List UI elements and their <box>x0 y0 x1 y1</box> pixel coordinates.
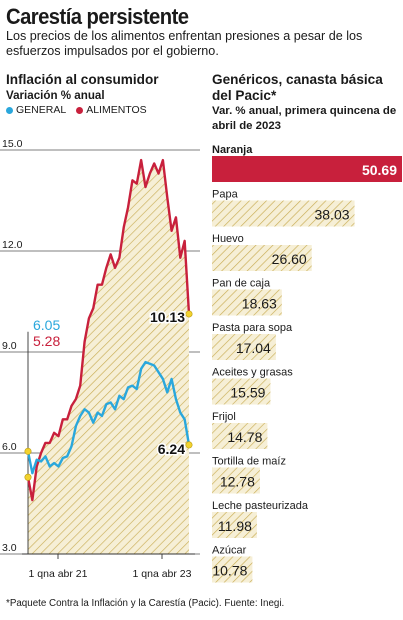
bar <box>212 289 282 316</box>
alimentos-area <box>28 160 189 554</box>
bar-value-label: 38.03 <box>314 207 349 223</box>
bar <box>212 467 260 494</box>
bar-category-label: Huevo <box>212 233 244 245</box>
bar <box>212 156 402 182</box>
legend-item-general: GENERAL <box>6 104 66 116</box>
bar <box>212 378 271 405</box>
general-series-line <box>26 360 191 475</box>
x-tick-label: 1 qna abr 21 <box>29 568 88 580</box>
basket-chart-title: Genéricos, canasta básica del Pacic* <box>212 72 383 103</box>
alimentos-start-label: 5.28 <box>33 333 60 349</box>
alimentos-end-label: 10.13 <box>150 309 185 325</box>
y-tick-label: 9.0 <box>2 340 17 352</box>
bar-category-label: Azúcar <box>212 545 247 557</box>
legend-general-swatch-icon <box>6 106 13 114</box>
bar-category-label: Naranja <box>212 144 253 156</box>
inflation-line-chart: 15.0 12.0 9.0 6.0 3.0 6.055.28 10.13 6.24 1 qna … <box>0 138 200 580</box>
bar-value-label: 15.59 <box>230 385 265 401</box>
bar-category-label: Frijol <box>212 411 236 423</box>
bar-value-label: 18.63 <box>242 296 277 312</box>
inflation-chart-subtitle: Variación % anual <box>6 89 105 102</box>
inflation-chart-title: Inflación al consumidor <box>6 72 159 87</box>
bar-value-label: 50.69 <box>362 162 397 178</box>
bar-category-label: Tortilla de maíz <box>212 456 286 468</box>
series-end-marker <box>185 310 193 318</box>
alimentos-series-line <box>26 158 191 502</box>
legend-item-alimentos: ALIMENTOS <box>76 104 147 116</box>
bar <box>212 423 268 449</box>
bar <box>212 334 276 360</box>
bar-category-label: Pan de caja <box>212 278 271 290</box>
y-tick-label: 6.0 <box>2 441 17 453</box>
bar-category-label: Leche pasteurizada <box>212 500 309 512</box>
bar-category-label: Pasta para sopa <box>212 322 293 334</box>
legend-alimentos-swatch-icon <box>76 106 84 114</box>
bar <box>212 245 312 271</box>
bar <box>212 200 355 227</box>
inflation-legend: GENERAL ALIMENTOS <box>6 104 157 116</box>
bar-value-label: 11.98 <box>218 518 252 534</box>
series-end-marker <box>185 441 193 449</box>
bar <box>212 556 253 583</box>
series-end-marker <box>24 447 32 455</box>
series-end-marker <box>24 473 32 481</box>
bar-value-label: 12.78 <box>220 474 255 490</box>
legend-alimentos-label: ALIMENTOS <box>86 104 147 116</box>
general-start-label: 6.05 <box>33 317 60 333</box>
bar-value-label: 26.60 <box>272 251 307 267</box>
y-tick-label: 3.0 <box>2 542 17 554</box>
bar <box>212 512 257 538</box>
bar-value-label: 17.04 <box>236 340 271 356</box>
bar-value-label: 10.78 <box>212 563 247 579</box>
page-subtitle: Los precios de los alimentos enfrentan p… <box>6 29 363 58</box>
x-tick-label: 1 qna abr 23 <box>133 568 192 580</box>
bar-value-label: 14.78 <box>227 429 262 445</box>
y-tick-label: 12.0 <box>2 239 23 251</box>
general-end-label: 6.24 <box>158 441 185 457</box>
basket-chart-subtitle: Var. % anual, primera quincena de abril … <box>212 105 397 132</box>
y-tick-label: 15.0 <box>2 138 23 150</box>
bar-category-label: Papa <box>212 189 239 201</box>
legend-general-label: GENERAL <box>16 104 67 116</box>
bar-category-label: Aceites y grasas <box>212 367 293 379</box>
footnote: *Paquete Contra la Inflación y la Carest… <box>6 598 285 609</box>
page-title: Carestía persistente <box>6 4 189 29</box>
